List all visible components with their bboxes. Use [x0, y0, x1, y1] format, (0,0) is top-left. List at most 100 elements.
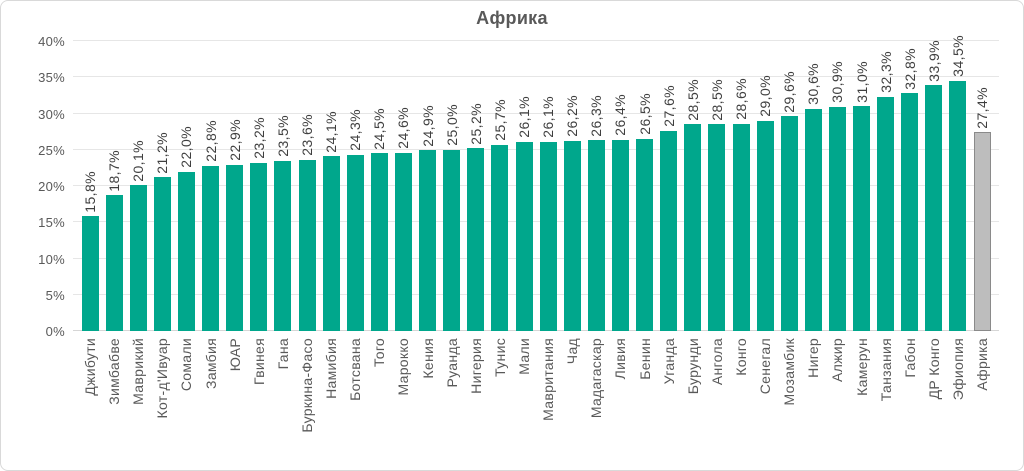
- x-label-cell: Мозамбик: [777, 338, 801, 406]
- x-label-cell: Мадагаскар: [584, 338, 608, 418]
- x-label-cell: Нигерия: [464, 338, 488, 394]
- x-label-cell: Африка: [970, 338, 994, 391]
- bar-column: 32,8%: [898, 41, 922, 331]
- bar: [202, 165, 220, 331]
- bar-column: 26,4%: [608, 41, 632, 331]
- x-label-cell: Чад: [560, 338, 584, 364]
- bar-value-label: 24,6%: [395, 106, 412, 149]
- y-axis-tick-label: 20%: [38, 179, 65, 194]
- x-label-cell: ДР Конго: [922, 338, 946, 399]
- bar: [563, 141, 581, 331]
- bar: [105, 195, 123, 331]
- y-axis-tick-label: 10%: [38, 251, 65, 267]
- x-label-cell: Джибути: [78, 338, 102, 396]
- x-label-cell: Сомали: [174, 338, 198, 391]
- x-axis-category-label: Замбия: [202, 338, 219, 389]
- x-axis-category-label: Гвинея: [250, 338, 267, 385]
- bar-column: 23,6%: [295, 41, 319, 331]
- x-axis-category-label: Эфиопия: [949, 338, 966, 401]
- bar-column: 28,5%: [681, 41, 705, 331]
- x-axis-category-label: Танзания: [877, 338, 894, 402]
- x-axis-category-label: Сомали: [178, 338, 195, 392]
- x-label-cell: Танзания: [874, 338, 898, 401]
- x-label-cell: Нигер: [801, 338, 825, 378]
- bar: [636, 138, 654, 331]
- bar-column: 23,2%: [247, 41, 271, 331]
- x-axis-category-label: Тунис: [491, 338, 508, 377]
- bar-column: 24,1%: [319, 41, 343, 331]
- plot-area: 15,8% 18,7% 20,1% 21,2% 22,0% 22,8% 22,9% 23,2%…: [73, 35, 999, 331]
- bar-column: 29,0%: [753, 41, 777, 331]
- bar-value-label: 26,3%: [588, 94, 605, 137]
- bar-column: 25,7%: [488, 41, 512, 331]
- x-axis-category-label: Кения: [419, 338, 436, 379]
- bar-column: 23,5%: [271, 41, 295, 331]
- bar: [853, 106, 871, 331]
- gridline: [73, 40, 999, 41]
- bar-value-label: 28,6%: [733, 77, 749, 120]
- bar: [274, 160, 292, 331]
- x-axis-category-label: Намибия: [323, 338, 340, 399]
- bar-value-label: 34,5%: [949, 35, 966, 77]
- bar-column: 32,3%: [874, 41, 898, 331]
- bar-column: 30,6%: [801, 41, 825, 331]
- bar-column: 18,7%: [102, 41, 126, 331]
- x-axis-line: [73, 330, 999, 331]
- bar-column: 26,1%: [536, 41, 560, 331]
- bar-column: 33,9%: [922, 40, 946, 331]
- bar-column: 22,9%: [223, 41, 247, 331]
- y-axis-tick-label: 35%: [38, 70, 65, 86]
- bar-value-label: 25,2%: [467, 102, 484, 145]
- gridline: [73, 221, 999, 223]
- x-label-cell: Мали: [512, 338, 536, 375]
- bar-value-label: 22,8%: [202, 120, 219, 162]
- x-axis-category-label: Маврикий: [130, 338, 147, 405]
- x-label-cell: ЮАР: [223, 338, 247, 371]
- bar: [587, 140, 605, 331]
- x-axis-category-label: Уганда: [660, 338, 677, 385]
- bar: [153, 177, 171, 331]
- x-axis-category-label: Нигерия: [467, 338, 484, 394]
- bar-column: 26,2%: [560, 41, 584, 331]
- bar: [298, 159, 316, 331]
- gridline: [73, 112, 999, 114]
- bar: [370, 153, 388, 331]
- bar-column: 20,1%: [126, 41, 150, 331]
- x-axis-category-label: Бурунди: [684, 338, 701, 395]
- bar: [877, 96, 895, 331]
- x-label-cell: Кения: [416, 338, 440, 379]
- x-label-cell: Эфиопия: [946, 338, 970, 400]
- bar: [443, 149, 461, 331]
- chart-title: Африка: [476, 8, 548, 28]
- bar-value-label: 30,9%: [829, 61, 846, 103]
- bar: [515, 141, 533, 331]
- x-axis-category-label: Марокко: [395, 338, 412, 396]
- bar-value-label: 26,2%: [564, 95, 581, 138]
- bar-value-label: 27,4%: [974, 86, 991, 129]
- bar-aggregate: [973, 132, 991, 331]
- x-axis-category-label: Нигер: [805, 338, 822, 378]
- bar-value-label: 23,2%: [250, 117, 267, 159]
- x-label-cell: Тунис: [488, 338, 512, 377]
- x-axis-category-label: Ангола: [708, 338, 725, 386]
- bar: [250, 162, 268, 331]
- bar: [780, 116, 798, 331]
- bar: [925, 85, 943, 331]
- x-label-cell: Маврикий: [126, 338, 150, 405]
- bar-column: 31,0%: [850, 41, 874, 331]
- y-axis-tick-label: 30%: [38, 106, 65, 122]
- bar-value-label: 24,5%: [371, 107, 388, 150]
- bar-column: 26,1%: [512, 41, 536, 331]
- x-axis-category-label: Камерун: [853, 338, 870, 396]
- x-axis-category-label: Кот-д'Ивуар: [154, 338, 171, 419]
- x-axis-category-label: Алжир: [829, 338, 846, 382]
- bar-value-label: 25,7%: [491, 98, 508, 141]
- bar-column: 25,0%: [440, 41, 464, 331]
- x-label-cell: Алжир: [825, 338, 849, 382]
- bar-column: 21,2%: [150, 41, 174, 331]
- bar: [756, 120, 774, 331]
- x-label-cell: Мавритания: [536, 338, 560, 421]
- x-axis-category-label: Зимбабве: [106, 338, 123, 405]
- bar-value-label: 22,9%: [226, 119, 243, 161]
